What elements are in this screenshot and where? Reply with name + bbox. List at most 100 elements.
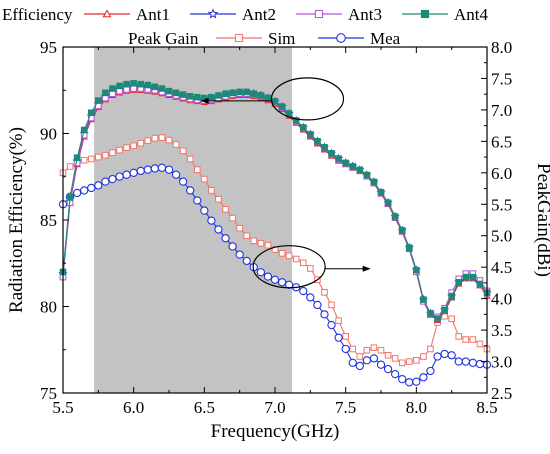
right-y-tick-label: 4.0: [491, 290, 512, 309]
data-point-sim: [172, 141, 180, 148]
annotation-ellipse-2: [252, 245, 326, 289]
x-tick-label: 5.5: [52, 398, 73, 417]
data-point-sim: [222, 206, 229, 213]
right-y-axis-title: PeakGain(dBi): [533, 163, 550, 277]
data-point-mea: [270, 275, 280, 284]
data-point-mea: [468, 358, 478, 367]
data-point-sim: [264, 241, 272, 249]
data-point-mea: [72, 188, 82, 198]
data-point-ant4: [321, 144, 328, 151]
data-point-ant4: [165, 87, 173, 95]
data-point-mea: [94, 181, 103, 190]
x-tick-label: 8.5: [476, 398, 497, 417]
right-y-tick-label: 7.5: [491, 69, 512, 88]
legend-label-ant3: Ant3: [348, 5, 382, 24]
data-point-sim: [370, 344, 378, 352]
series-sim: [59, 134, 491, 367]
data-point-sim: [420, 353, 427, 360]
data-point-mea: [412, 377, 421, 386]
data-point-ant4: [87, 109, 95, 117]
data-point-mea: [369, 354, 379, 363]
shaded-band: [94, 47, 292, 393]
data-point-sim: [215, 195, 222, 203]
left-y-tick-label: 75: [40, 384, 57, 403]
data-point-sim: [307, 265, 314, 272]
data-point-mea: [164, 165, 174, 174]
data-point-sim: [448, 315, 455, 323]
data-point-sim: [208, 187, 215, 194]
data-point-sim: [292, 255, 300, 263]
right-y-tick-label: 3.0: [491, 353, 512, 372]
data-point-ant4: [370, 178, 378, 186]
series-mea: [58, 163, 492, 387]
data-point-ant4: [151, 83, 159, 91]
data-point-mea: [101, 177, 110, 186]
data-point-ant4: [278, 103, 286, 110]
tick-label-layer: 5.5 6.0 6.5 7.0 7.5 8.0 8.5 75 80 85 90 95 2.5 3.0 3.5…: [40, 38, 512, 417]
data-point-mea: [136, 166, 145, 176]
data-point-sim: [462, 336, 470, 343]
data-point-ant4: [349, 163, 357, 170]
data-point-mea: [129, 168, 138, 177]
x-tick-label: 6.0: [123, 398, 144, 417]
data-point-sim: [179, 147, 187, 155]
data-point-sim: [356, 353, 364, 360]
left-y-axis-title: Radiation Efficiency(%): [6, 127, 27, 313]
data-point-sim: [95, 153, 102, 161]
legend-entry-mea: Mea: [318, 29, 401, 48]
data-point-ant4: [434, 315, 441, 322]
data-point-ant4: [384, 199, 392, 206]
data-point-mea: [143, 165, 152, 174]
data-point-sim: [321, 289, 328, 296]
data-point-mea: [390, 369, 400, 379]
data-point-mea: [284, 280, 294, 289]
data-point-ant4: [250, 90, 258, 98]
data-point-sim: [384, 351, 392, 359]
data-point-sim: [186, 155, 194, 163]
data-point-sim: [342, 333, 349, 340]
data-point-sim: [137, 139, 145, 147]
data-point-mea: [235, 250, 244, 259]
data-point-ant4: [405, 244, 413, 251]
data-point-sim: [455, 333, 463, 340]
shaded-band-layer: [94, 47, 292, 393]
data-point-ant4: [215, 92, 222, 99]
data-point-mea: [277, 278, 287, 287]
data-point-sim: [391, 355, 399, 362]
legend-entry-sim: Sim: [216, 29, 295, 48]
data-point-ant4: [137, 80, 145, 88]
data-point-sim: [236, 224, 243, 232]
annotation-ellipse-1: [270, 77, 345, 121]
x-tick-label: 7.0: [264, 398, 285, 417]
right-y-tick-label: 6.5: [491, 132, 512, 151]
legend-marker-ant1: [102, 9, 112, 18]
data-point-mea: [186, 186, 195, 195]
left-y-tick-label: 85: [40, 211, 57, 230]
data-point-mea: [299, 286, 308, 296]
legend-marker-ant3: [314, 9, 324, 19]
data-point-ant4: [186, 93, 194, 100]
legend-marker-mea: [336, 33, 346, 43]
data-point-mea: [242, 256, 251, 266]
data-point-sim: [130, 142, 137, 150]
data-point-ant4: [285, 110, 293, 117]
data-point-mea: [214, 225, 223, 234]
data-point-ant4: [243, 88, 251, 96]
data-point-sim: [151, 134, 159, 142]
data-point-sim: [158, 134, 166, 141]
data-point-sim: [278, 250, 286, 257]
data-point-ant4: [229, 89, 236, 97]
data-point-mea: [150, 164, 160, 173]
data-point-sim: [250, 237, 258, 245]
left-y-tick-label: 95: [40, 38, 57, 57]
data-point-sim: [257, 239, 265, 247]
data-point-ant4: [257, 92, 265, 99]
data-point-mea: [87, 183, 96, 193]
data-point-ant4: [356, 166, 364, 174]
data-point-sim: [80, 156, 88, 164]
right-y-tick-label: 5.0: [491, 227, 512, 246]
data-point-ant4: [109, 85, 116, 92]
data-point-mea: [454, 357, 463, 366]
data-point-mea: [320, 310, 329, 319]
